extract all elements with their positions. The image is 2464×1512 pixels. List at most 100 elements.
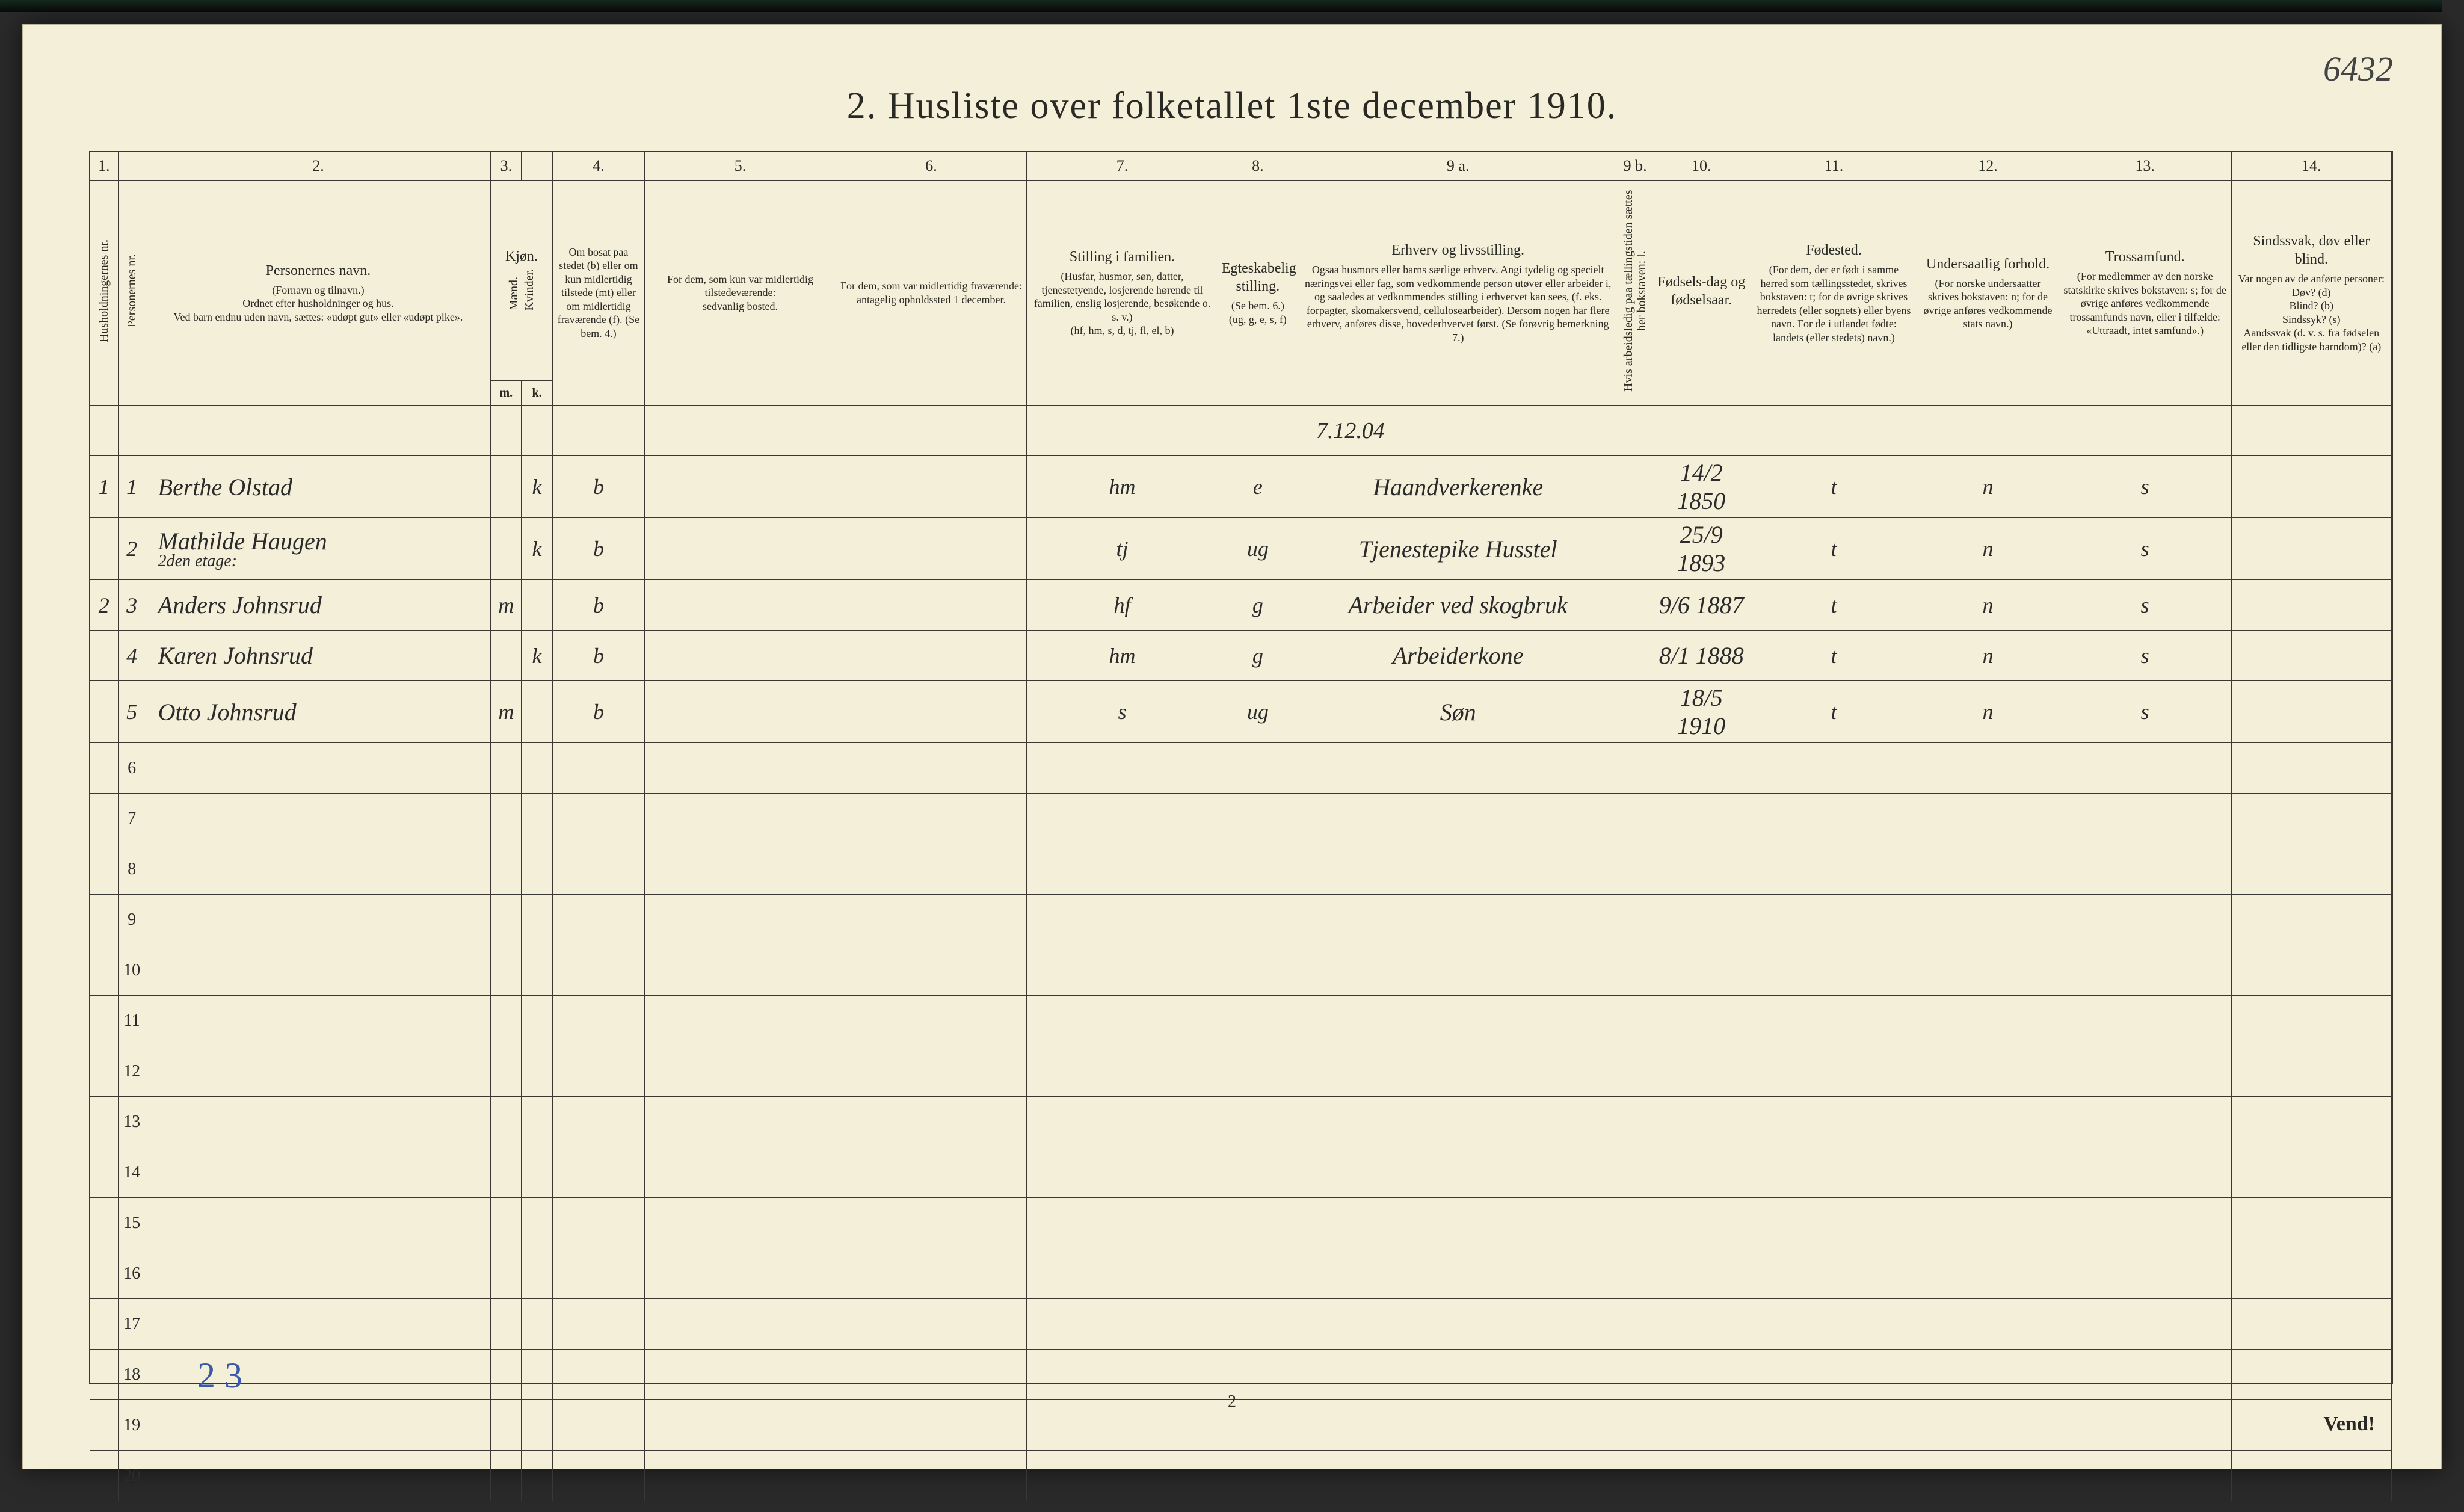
- cell-sex_m: [491, 631, 522, 681]
- cell-c5: [645, 631, 836, 681]
- cell-mar: ug: [1218, 681, 1298, 743]
- row-number: 16: [118, 1248, 146, 1299]
- row-number: 18: [118, 1350, 146, 1400]
- table-row-empty: 17: [90, 1299, 2392, 1350]
- table-row-empty: 8: [90, 844, 2392, 895]
- cell-c14: [2231, 631, 2391, 681]
- table-row-empty: 7: [90, 794, 2392, 844]
- cell-rel: s: [2059, 456, 2231, 518]
- cell-rel: s: [2059, 631, 2231, 681]
- cell-c6: [836, 518, 1027, 580]
- cell-mar: g: [1218, 580, 1298, 631]
- row-number: 13: [118, 1097, 146, 1147]
- row-number: 8: [118, 844, 146, 895]
- cell-mar: g: [1218, 631, 1298, 681]
- row-number: 11: [118, 996, 146, 1046]
- cell-sex_m: [491, 518, 522, 580]
- cell-occ: Haandverkerenke: [1298, 456, 1618, 518]
- cell-nat: n: [1917, 580, 2059, 631]
- cell-res: b: [552, 456, 645, 518]
- col-header: Husholdningernes nr.: [90, 181, 118, 406]
- cell-fam: hf: [1027, 580, 1218, 631]
- row-number: 7: [118, 794, 146, 844]
- cell-c5: [645, 456, 836, 518]
- cell-c6: [836, 681, 1027, 743]
- col-header: For dem, som kun var midlertidig tilsted…: [645, 181, 836, 406]
- cell-c6: [836, 456, 1027, 518]
- col-number: 1.: [90, 152, 118, 181]
- cell-dob: 14/2 1850: [1652, 456, 1751, 518]
- table-row-empty: 11: [90, 996, 2392, 1046]
- census-table: 1.2.3.4.5.6.7.8.9 a.9 b.10.11.12.13.14. …: [90, 152, 2392, 1501]
- cell-occ: Arbeider ved skogbruk: [1298, 580, 1618, 631]
- cell-c14: [2231, 681, 2391, 743]
- cell-fam: hm: [1027, 456, 1218, 518]
- col-header: Trossamfund.(For medlemmer av den norske…: [2059, 181, 2231, 406]
- col-number: 7.: [1027, 152, 1218, 181]
- table-row-empty: 19: [90, 1400, 2392, 1451]
- cell-pn: 2: [118, 518, 146, 580]
- cell-c9b: [1618, 518, 1652, 580]
- table-row-empty: 20: [90, 1451, 2392, 1501]
- cell-dob: 18/5 1910: [1652, 681, 1751, 743]
- cell-c5: [645, 681, 836, 743]
- header-annotation: 7.12.04: [1298, 406, 1618, 456]
- cell-sex_k: k: [522, 518, 552, 580]
- cell-name: Mathilde Haugen2den etage:: [146, 518, 491, 580]
- cell-sex_k: [522, 580, 552, 631]
- cell-c9b: [1618, 681, 1652, 743]
- cell-pn: 4: [118, 631, 146, 681]
- col-header: Personernes nr.: [118, 181, 146, 406]
- column-header-row: Husholdningernes nr.Personernes nr.Perso…: [90, 181, 2392, 381]
- cell-sex_m: [491, 456, 522, 518]
- cell-nat: n: [1917, 631, 2059, 681]
- col-number: 5.: [645, 152, 836, 181]
- cell-sex_k: [522, 681, 552, 743]
- table-row-empty: 9: [90, 895, 2392, 945]
- cell-sex_m: m: [491, 580, 522, 631]
- col-number: 8.: [1218, 152, 1298, 181]
- cell-occ: Tjenestepike Husstel: [1298, 518, 1618, 580]
- col-number: 11.: [1751, 152, 1917, 181]
- col-header: Om bosat paa stedet (b) eller om kun mid…: [552, 181, 645, 406]
- table-row-empty: 18: [90, 1350, 2392, 1400]
- cell-sex_m: m: [491, 681, 522, 743]
- cell-c5: [645, 580, 836, 631]
- row-number: 9: [118, 895, 146, 945]
- table-row-empty: 16: [90, 1248, 2392, 1299]
- table-row: 2Mathilde Haugen2den etage:kbtjugTjenest…: [90, 518, 2392, 580]
- cell-res: b: [552, 580, 645, 631]
- cell-pn: 5: [118, 681, 146, 743]
- cell-name: Anders Johnsrud: [146, 580, 491, 631]
- cell-name: Otto Johnsrud: [146, 681, 491, 743]
- table-row-empty: 12: [90, 1046, 2392, 1097]
- cell-mar: ug: [1218, 518, 1298, 580]
- cell-rel: s: [2059, 681, 2231, 743]
- footer-vend: Vend!: [2323, 1413, 2375, 1436]
- cell-born: t: [1751, 631, 1917, 681]
- cell-c14: [2231, 580, 2391, 631]
- col-number: 13.: [2059, 152, 2231, 181]
- table-row: 11Berthe OlstadkbhmeHaandverkerenke14/2 …: [90, 456, 2392, 518]
- cell-c6: [836, 631, 1027, 681]
- row-number: 17: [118, 1299, 146, 1350]
- cell-born: t: [1751, 456, 1917, 518]
- page-number-handwritten: 6432: [2323, 49, 2393, 89]
- col-header: Fødested.(For dem, der er født i samme h…: [1751, 181, 1917, 406]
- col-number: 12.: [1917, 152, 2059, 181]
- cell-name: Berthe Olstad: [146, 456, 491, 518]
- cell-fam: tj: [1027, 518, 1218, 580]
- table-row: 23Anders JohnsrudmbhfgArbeider ved skogb…: [90, 580, 2392, 631]
- col-header: Fødsels-dag og fødselsaar.: [1652, 181, 1751, 406]
- col-header: Egteskabelig stilling.(Se bem. 6.)(ug, g…: [1218, 181, 1298, 406]
- col-header: Hvis arbeidsledig paa tællingstiden sætt…: [1618, 181, 1652, 406]
- cell-sex_k: k: [522, 456, 552, 518]
- cell-pn: 3: [118, 580, 146, 631]
- cell-dob: 9/6 1887: [1652, 580, 1751, 631]
- table-row: 4Karen JohnsrudkbhmgArbeiderkone8/1 1888…: [90, 631, 2392, 681]
- cell-hh: [90, 631, 118, 681]
- cell-name: Karen Johnsrud: [146, 631, 491, 681]
- cell-c14: [2231, 518, 2391, 580]
- col-number: 14.: [2231, 152, 2391, 181]
- cell-born: t: [1751, 681, 1917, 743]
